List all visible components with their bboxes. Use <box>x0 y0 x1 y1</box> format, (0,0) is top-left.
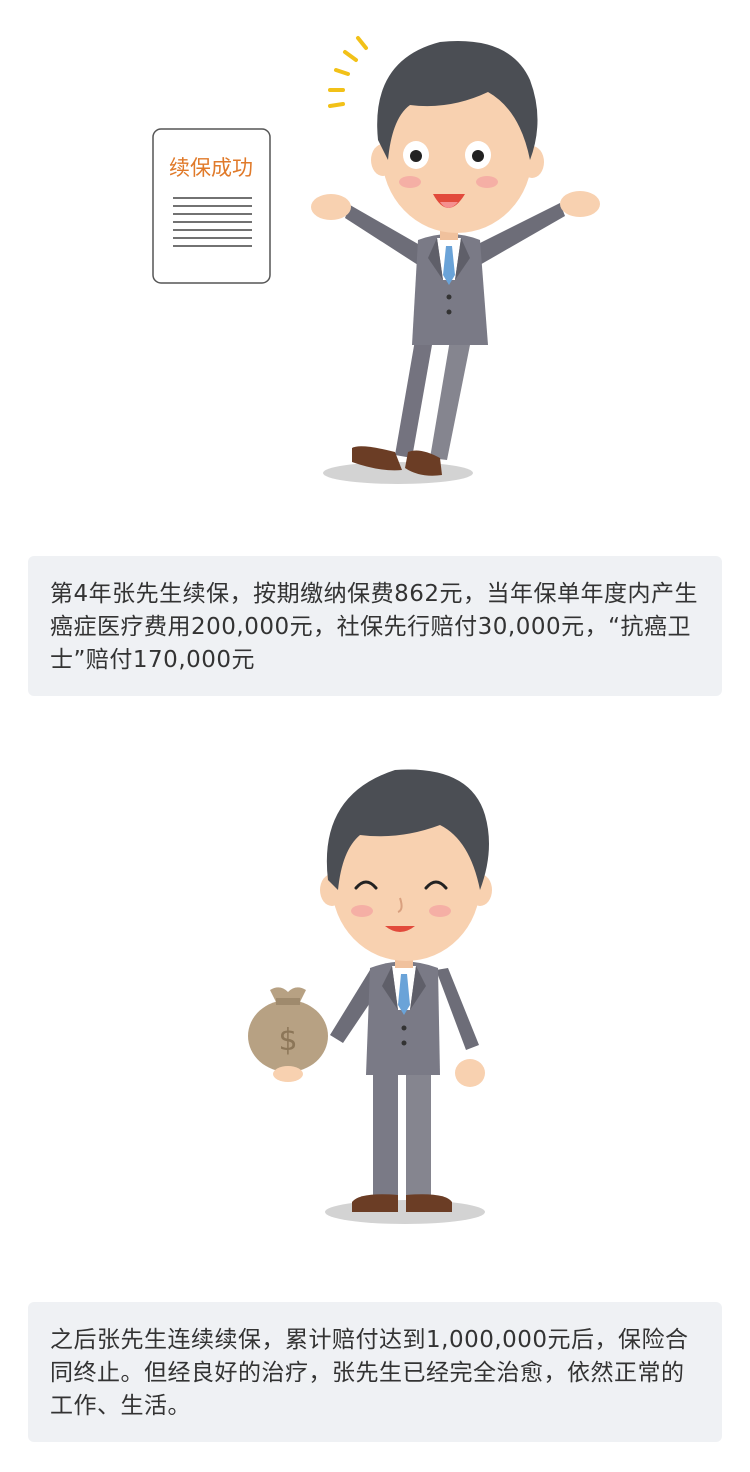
happy-man-figure <box>311 41 600 476</box>
info-card-outcome: 之后张先生连续续保，累计赔付达到1,000,000元后，保险合同终止。但经良好的… <box>28 1302 722 1442</box>
info-card-year4: 第4年张先生续保，按期缴纳保费862元，当年保单年度内产生癌症医疗费用200,0… <box>28 556 722 696</box>
caption-text: 第4年张先生续保，按期缴纳保费862元，当年保单年度内产生癌症医疗费用200,0… <box>50 581 699 673</box>
money-bag-icon: $ <box>248 987 328 1082</box>
svg-text:$: $ <box>278 1023 297 1058</box>
recovery-illustration: $ <box>248 769 492 1224</box>
excitement-lines-icon <box>328 36 368 108</box>
smiling-man-figure <box>320 769 492 1212</box>
document-title: 续保成功 <box>169 156 253 180</box>
document-icon: 续保成功 <box>152 128 271 284</box>
caption-text: 之后张先生连续续保，累计赔付达到1,000,000元后，保险合同终止。但经良好的… <box>50 1327 689 1419</box>
scene-recovered: $ <box>0 740 750 1240</box>
renewal-illustration: 续保成功 <box>152 36 600 484</box>
scene-renewal-success: 续保成功 <box>0 0 750 520</box>
shadow <box>325 1200 485 1224</box>
